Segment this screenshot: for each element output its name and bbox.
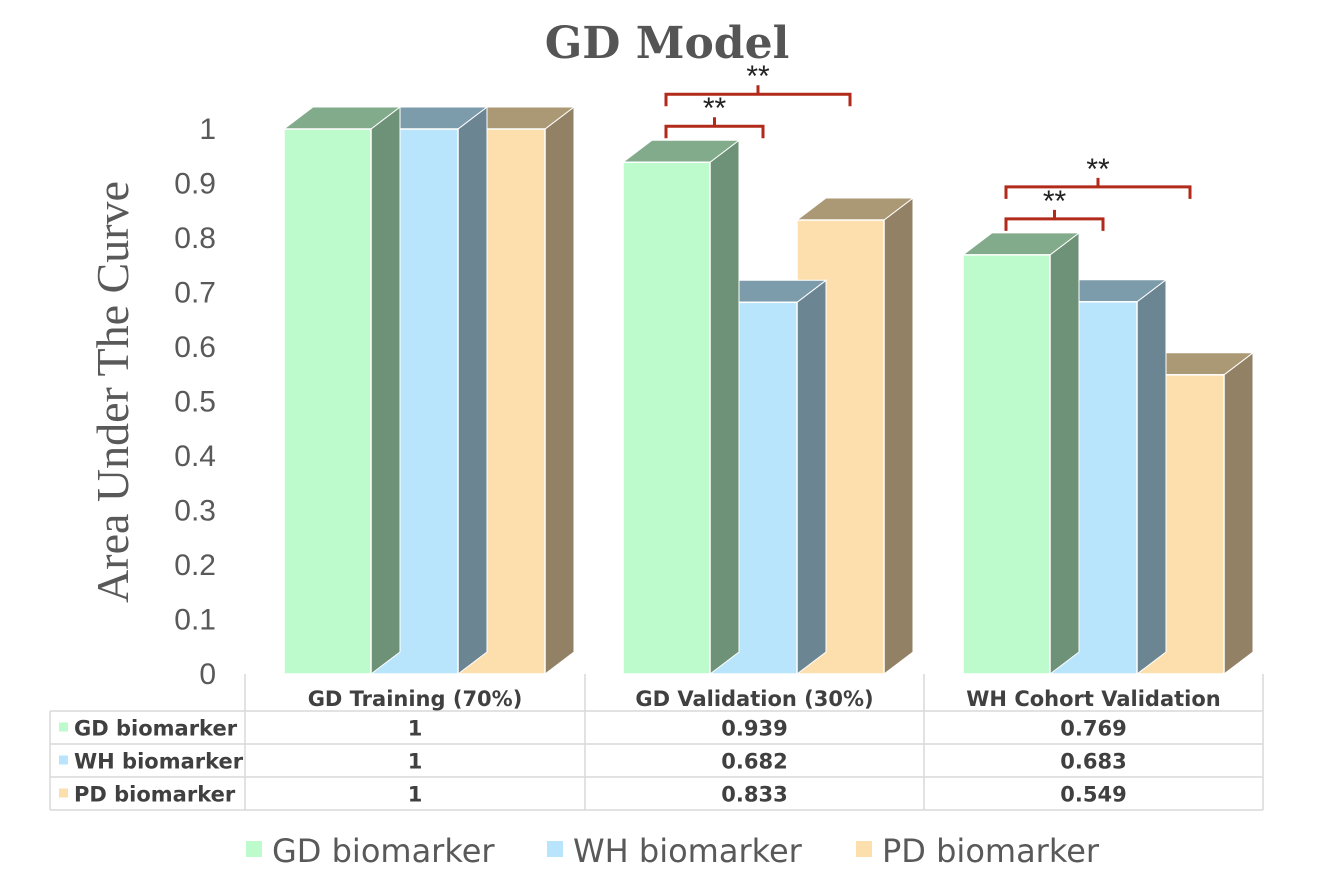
legend-swatch — [547, 841, 563, 857]
bar-side — [709, 139, 740, 676]
legend-item: WH biomarker — [547, 832, 803, 870]
y-tick-label: 0.1 — [174, 604, 216, 637]
y-tick-label: 0.2 — [174, 549, 216, 582]
data-table: GD Training (70%) GD Validation (30%) WH C… — [49, 674, 1264, 811]
significance-bracket: ** — [1004, 185, 1105, 231]
legend-label: GD biomarker — [272, 832, 495, 870]
y-tick-label: 1 — [199, 113, 216, 146]
legend-swatch — [246, 841, 262, 857]
significance-brackets: ** ** ** ** — [664, 60, 1192, 231]
legend-item: PD biomarker — [856, 832, 1100, 870]
bracket-line — [664, 117, 765, 139]
significance-label: ** — [1086, 153, 1110, 186]
y-tick-label: 0.6 — [174, 331, 216, 364]
legend-label: WH biomarker — [573, 832, 803, 870]
table-column-header: WH Cohort Validation — [966, 687, 1220, 711]
bar-front — [962, 254, 1051, 675]
table-cell-value: 0.683 — [1060, 750, 1126, 774]
y-tick-label: 0.9 — [174, 168, 216, 201]
bar-side — [883, 197, 914, 676]
bracket-line — [664, 85, 852, 107]
y-tick-label: 0.3 — [174, 495, 216, 528]
legend-label: PD biomarker — [882, 832, 1100, 870]
bar-front — [283, 128, 372, 675]
table-column-header: GD Training (70%) — [308, 687, 523, 711]
significance-label: ** — [1043, 185, 1067, 218]
significance-bracket: ** — [664, 92, 765, 139]
bar — [961, 231, 1081, 676]
table-cell-value: 0.769 — [1060, 717, 1126, 741]
y-tick-label: 0.7 — [174, 277, 216, 310]
significance-bracket: ** — [1004, 153, 1192, 199]
y-tick-label: 0.4 — [174, 440, 216, 473]
table-legend-key — [59, 788, 68, 798]
bar-side — [544, 105, 575, 676]
significance-bracket: ** — [664, 60, 852, 107]
table-row-label: PD biomarker — [74, 783, 236, 807]
legend: GD biomarker WH biomarker PD biomarker — [246, 832, 1100, 870]
chart-title: GD Model — [545, 18, 790, 69]
bar-side — [1049, 231, 1080, 676]
bar-side — [370, 105, 401, 676]
bar-side — [1223, 351, 1254, 676]
significance-label: ** — [746, 60, 770, 93]
table-cell-value: 0.549 — [1060, 783, 1126, 807]
significance-label: ** — [703, 92, 727, 125]
y-tick-label: 0 — [199, 658, 216, 691]
bar — [282, 105, 402, 676]
y-tick-label: 0.8 — [174, 222, 216, 255]
bar-side — [796, 279, 827, 676]
table-cell-value: 1 — [408, 750, 423, 774]
y-axis-label: Area Under The Curve — [87, 181, 138, 603]
legend-swatch — [856, 841, 872, 857]
table-row-label: WH biomarker — [74, 750, 244, 774]
y-axis-ticks: 0 0.1 0.2 0.3 0.4 0.5 0.6 0.7 0.8 0.9 1 — [174, 113, 216, 691]
table-cell-value: 0.833 — [721, 783, 787, 807]
bracket-line — [1004, 177, 1192, 199]
table-legend-key — [59, 755, 68, 765]
bar-side — [1136, 278, 1167, 676]
table-legend-key — [59, 722, 68, 732]
bar — [1048, 278, 1168, 676]
bar — [1135, 351, 1255, 676]
bracket-line — [1004, 209, 1105, 231]
table-column-header: GD Validation (30%) — [635, 687, 873, 711]
y-tick-label: 0.5 — [174, 386, 216, 419]
table-row-label: GD biomarker — [74, 717, 238, 741]
table-cell-value: 0.682 — [721, 750, 787, 774]
bar — [621, 139, 741, 676]
table-cell-value: 0.939 — [721, 717, 787, 741]
table-cell-value: 1 — [408, 717, 423, 741]
bars — [282, 105, 1255, 676]
legend-item: GD biomarker — [246, 832, 495, 870]
table-cell-value: 1 — [408, 783, 423, 807]
bar-front — [622, 161, 711, 675]
bar-side — [457, 105, 488, 676]
